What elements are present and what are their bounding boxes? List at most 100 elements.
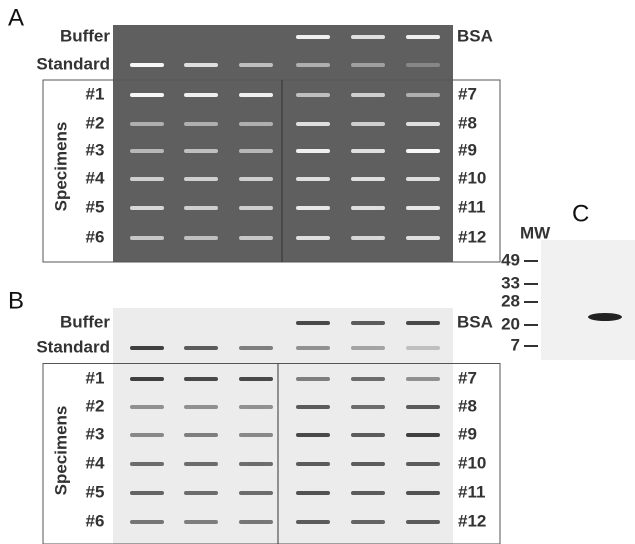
band: [239, 405, 273, 409]
specimen-id: #12: [458, 227, 486, 246]
specimens-label: Specimens: [51, 406, 70, 496]
band: [130, 149, 164, 153]
band: [296, 35, 330, 39]
band: [351, 346, 385, 350]
band: [351, 93, 385, 97]
band: [239, 206, 273, 210]
band: [406, 377, 440, 381]
band: [184, 346, 218, 350]
specimen-id: #7: [458, 84, 477, 103]
band: [351, 462, 385, 466]
specimen-id: #7: [458, 368, 477, 387]
band: [351, 149, 385, 153]
band: [130, 377, 164, 381]
band: [351, 35, 385, 39]
blot: [113, 25, 453, 262]
specimen-id: #3: [86, 424, 105, 443]
band: [406, 321, 440, 325]
band: [130, 405, 164, 409]
specimen-id: #3: [86, 140, 105, 159]
specimen-id: #4: [86, 168, 105, 187]
specimen-id: #9: [458, 140, 477, 159]
band: [184, 122, 218, 126]
specimen-id: #1: [86, 84, 105, 103]
blot: [113, 308, 453, 544]
band: [406, 206, 440, 210]
band: [239, 377, 273, 381]
band: [406, 433, 440, 437]
band: [296, 462, 330, 466]
band: [239, 149, 273, 153]
row-label: Standard: [36, 337, 110, 356]
panel-label: B: [8, 287, 24, 314]
specimen-id: #4: [86, 453, 105, 472]
mw-marker: 7: [511, 335, 520, 354]
band: [239, 346, 273, 350]
specimen-id: #8: [458, 113, 477, 132]
band: [296, 206, 330, 210]
band: [130, 346, 164, 350]
specimen-id: #2: [86, 113, 105, 132]
figure: A Buffer Standard BSA Specimens #1 #7 #2 #8 #3 #9 #…: [0, 0, 635, 544]
row-label: BSA: [457, 312, 493, 331]
band: [351, 491, 385, 495]
band: [406, 236, 440, 240]
row-label: Buffer: [60, 312, 110, 331]
panel-label: C: [572, 200, 589, 227]
band: [239, 236, 273, 240]
band: [351, 122, 385, 126]
band: [588, 313, 622, 321]
band: [351, 405, 385, 409]
band: [184, 377, 218, 381]
band: [351, 321, 385, 325]
band: [184, 177, 218, 181]
band: [406, 346, 440, 350]
band: [296, 491, 330, 495]
band: [296, 122, 330, 126]
mw-marker: 33: [501, 273, 520, 292]
band: [296, 236, 330, 240]
specimen-id: #8: [458, 396, 477, 415]
band: [184, 433, 218, 437]
band: [130, 491, 164, 495]
band: [239, 520, 273, 524]
band: [130, 206, 164, 210]
row-label: Buffer: [60, 26, 110, 45]
specimen-id: #11: [458, 197, 485, 216]
band: [296, 346, 330, 350]
band: [130, 462, 164, 466]
band: [406, 149, 440, 153]
mw-marker: 20: [501, 314, 520, 333]
band: [296, 63, 330, 67]
band: [130, 93, 164, 97]
band: [406, 405, 440, 409]
specimen-id: #5: [86, 197, 105, 216]
band: [184, 462, 218, 466]
specimen-id: #10: [458, 168, 486, 187]
row-label: BSA: [457, 26, 493, 45]
band: [296, 377, 330, 381]
band: [296, 405, 330, 409]
band: [296, 321, 330, 325]
mw-marker: 28: [501, 291, 520, 310]
band: [184, 520, 218, 524]
band: [351, 63, 385, 67]
specimen-id: #6: [86, 227, 105, 246]
band: [406, 35, 440, 39]
band: [239, 122, 273, 126]
band: [296, 93, 330, 97]
blot: [541, 240, 635, 360]
band: [184, 236, 218, 240]
specimen-id: #12: [458, 511, 486, 530]
band: [239, 93, 273, 97]
band: [406, 462, 440, 466]
band: [296, 520, 330, 524]
mw-marker: 49: [501, 250, 520, 269]
panel-label: A: [8, 4, 24, 31]
band: [130, 236, 164, 240]
mw-label: MW: [520, 223, 551, 242]
band: [130, 520, 164, 524]
band: [130, 433, 164, 437]
band: [351, 520, 385, 524]
band: [184, 93, 218, 97]
